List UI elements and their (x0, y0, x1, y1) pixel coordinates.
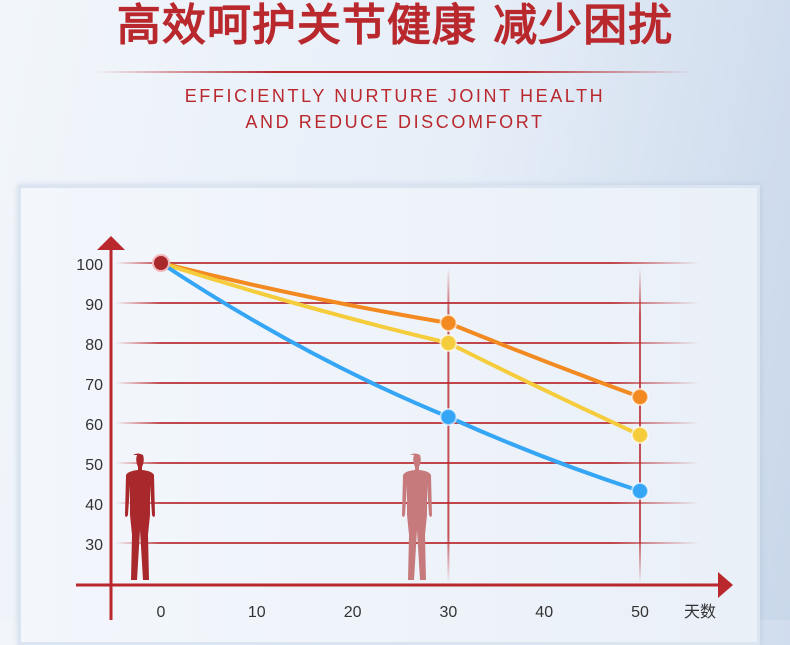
x-tick-label: 30 (440, 604, 458, 620)
x-tick-label: 40 (535, 604, 553, 620)
human-figure-icon (125, 453, 155, 580)
data-point-blue (631, 482, 649, 500)
subtitle-line-1: EFFICIENTLY NURTURE JOINT HEALTH (184, 86, 606, 106)
grid-line-v (639, 268, 641, 583)
y-tick-label: 60 (85, 417, 103, 434)
data-point-orange (439, 314, 458, 332)
grid-line-h (115, 382, 700, 384)
y-tick-label: 100 (76, 257, 103, 274)
title-divider (95, 71, 695, 73)
human-figure-faded-icon (402, 453, 432, 580)
data-point-orange (631, 388, 649, 406)
grid-line-h (115, 262, 700, 264)
y-tick-label: 70 (85, 377, 103, 394)
y-tick-label: 90 (85, 297, 103, 314)
series-line-blue (159, 261, 642, 493)
grid-line-h (115, 542, 700, 544)
chart-panel (18, 185, 760, 645)
data-point-yellow (631, 426, 649, 444)
series-line-yellow (159, 261, 642, 437)
y-tick-label: 50 (85, 457, 103, 474)
data-point-blue (439, 408, 458, 426)
subtitle-line-2: AND REDUCE DISCOMFORT (245, 112, 545, 132)
start-point (152, 254, 170, 272)
y-tick-label: 40 (85, 497, 103, 514)
grid-line-h (115, 462, 700, 464)
grid-line-h (115, 302, 700, 304)
x-tick-label: 0 (157, 604, 166, 620)
grid-line-h (115, 422, 700, 424)
page-title: 高效呵护关节健康 减少困扰 (116, 0, 674, 51)
x-tick-label: 20 (344, 604, 362, 620)
data-point-yellow (439, 334, 458, 352)
grid-line-h (115, 342, 700, 344)
y-axis-arrow (97, 236, 125, 250)
y-tick-label: 30 (85, 537, 103, 554)
x-axis-arrow (718, 572, 733, 598)
line-chart: 100 90 80 70 60 50 40 30 0 10 20 30 40 50 天数 (76, 236, 733, 620)
x-tick-label: 10 (248, 604, 266, 620)
y-tick-label: 80 (85, 337, 103, 354)
x-axis-label: 天数 (684, 603, 716, 620)
x-tick-label: 50 (631, 604, 649, 620)
